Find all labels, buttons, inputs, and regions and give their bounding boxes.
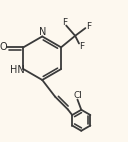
Text: F: F [86, 22, 91, 31]
Text: Cl: Cl [73, 91, 82, 100]
Text: F: F [62, 18, 67, 27]
Text: O: O [0, 42, 7, 52]
Text: N: N [39, 27, 46, 37]
Text: HN: HN [10, 65, 25, 75]
Text: F: F [79, 42, 84, 51]
